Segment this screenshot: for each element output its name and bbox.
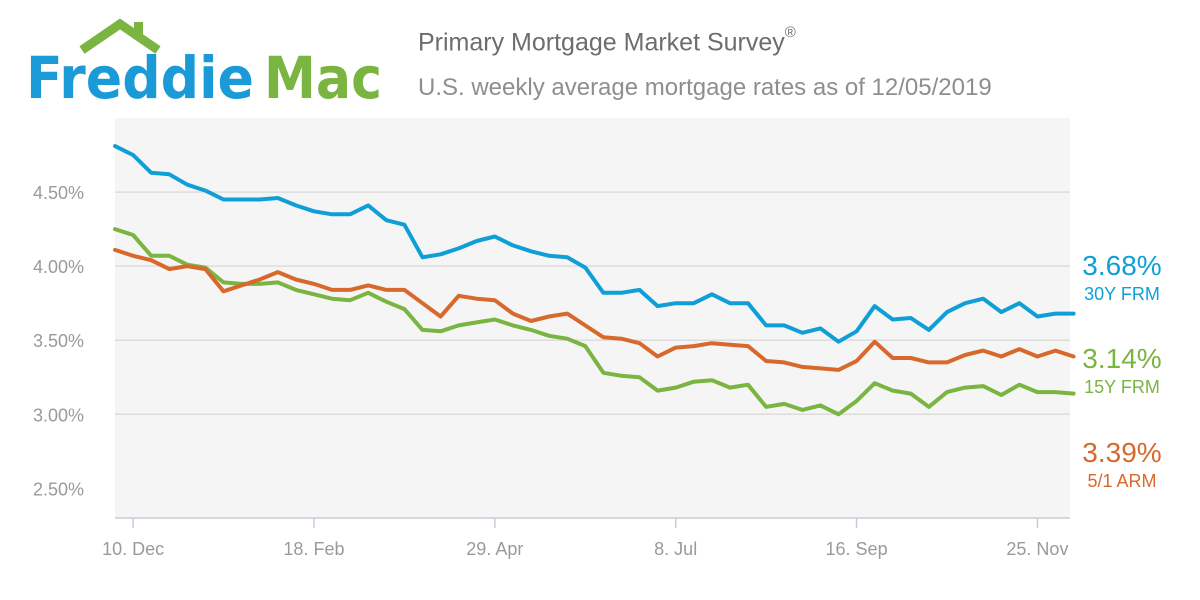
y-tick-label: 4.50% (33, 183, 84, 203)
y-tick-label: 2.50% (33, 479, 84, 499)
x-tick-label: 18. Feb (283, 539, 344, 559)
series-line-30y-frm (113, 144, 1076, 344)
series-lines (113, 144, 1076, 417)
x-tick-label: 16. Sep (826, 539, 888, 559)
latest-rate-value: 3.14% (1082, 343, 1162, 374)
x-tick-label: 29. Apr (466, 539, 523, 559)
x-tick-label: 10. Dec (102, 539, 164, 559)
x-tick-label: 8. Jul (654, 539, 697, 559)
logo-chimney-icon (134, 22, 143, 38)
latest-rate-series-name: 5/1 ARM (1087, 471, 1157, 491)
logo-text-mac: Mac (264, 44, 382, 112)
logo-house-roof-icon (79, 18, 161, 54)
latest-rate-label: 3.14% 15Y FRM (1067, 343, 1177, 398)
series-line-15y-frm (113, 227, 1076, 417)
latest-rate-value: 3.39% (1082, 437, 1162, 468)
latest-rate-value: 3.68% (1082, 250, 1162, 281)
latest-rate-series-name: 15Y FRM (1084, 377, 1160, 397)
y-tick-label: 3.00% (33, 405, 84, 425)
chart-title-text: Primary Mortgage Market Survey (418, 28, 785, 57)
x-tick-label: 25. Nov (1006, 539, 1068, 559)
series-line-5-1-arm (113, 247, 1076, 372)
latest-rate-label: 3.68% 30Y FRM (1067, 250, 1177, 305)
latest-rate-label: 3.39% 5/1 ARM (1067, 437, 1177, 492)
y-tick-label: 3.50% (33, 331, 84, 351)
y-tick-label: 4.00% (33, 257, 84, 277)
registered-mark: ® (784, 24, 796, 41)
x-axis-ticks: 10. Dec 18. Feb 29. Apr 8. Jul 16. Sep 25. No… (102, 518, 1068, 559)
plot-background (115, 118, 1070, 518)
gridlines (115, 191, 1070, 416)
chart-subtitle: U.S. weekly average mortgage rates as of… (418, 74, 992, 101)
chart-title: Primary Mortgage Market Survey® (418, 24, 796, 57)
latest-rate-series-name: 30Y FRM (1084, 284, 1160, 304)
logo-text-freddie: Freddie (26, 44, 254, 112)
freddie-mac-logo: Freddie Mac (26, 18, 382, 112)
y-axis-ticks: 2.50% 3.00% 3.50% 4.00% 4.50% (33, 183, 84, 499)
